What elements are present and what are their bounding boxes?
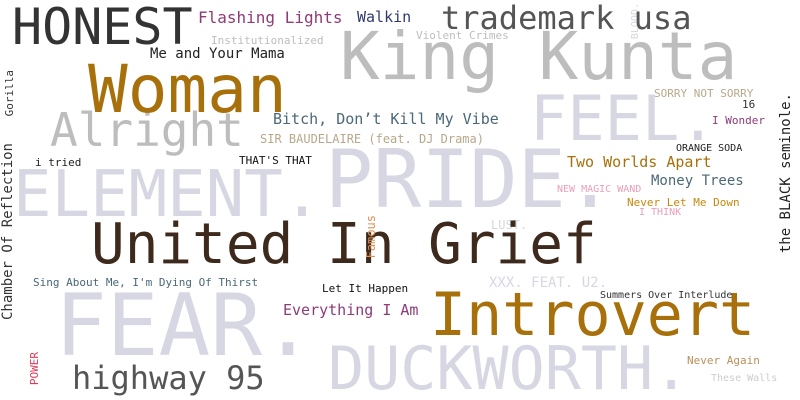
word-feel: FEEL. <box>530 82 717 155</box>
word-highway-95: highway 95 <box>72 359 265 397</box>
word-xxx: XXX. FEAT. U2. <box>489 275 608 291</box>
word-orange-soda: ORANGE SODA <box>676 143 743 154</box>
word-walkin: Walkin <box>357 8 412 26</box>
word-duckworth: DUCKWORTH. <box>328 334 690 400</box>
word-gorilla: Gorilla <box>3 70 16 117</box>
word-never-again: Never Again <box>687 354 760 367</box>
word-power: POWER <box>28 352 41 386</box>
word-element: ELEMENT. <box>13 158 322 232</box>
word-everything-i-am: Everything I Am <box>283 301 419 319</box>
word-16: 16 <box>742 98 756 111</box>
word-these-walls: These Walls <box>711 373 778 384</box>
word-i-wonder: I Wonder <box>712 114 765 127</box>
word-i-tried: i tried <box>35 156 82 169</box>
word-new-magic-wand: NEW MAGIC WAND <box>557 184 642 195</box>
word-king-kunta: King Kunta <box>340 18 738 95</box>
word-lust: LUST. <box>491 218 528 232</box>
word-alright: Alright <box>50 103 244 157</box>
word-institutionalized: Institutionalized <box>211 34 324 47</box>
word-money-trees: Money Trees <box>651 173 744 189</box>
word-let-it-happen: Let It Happen <box>322 282 409 295</box>
word-bitch-dont-kill-my-vibe: Bitch, Don’t Kill My Vibe <box>273 110 499 128</box>
word-violent-crimes: Violent Crimes <box>416 29 509 42</box>
word-chamber-of-reflection: Chamber Of Reflection <box>0 143 16 321</box>
word-never-let-me-down: Never Let Me Down <box>627 196 740 209</box>
word-introvert: Introvert <box>430 280 756 350</box>
word-sing-about-me: Sing About Me, I'm Dying Of Thirst <box>33 276 259 289</box>
word-fear: FEAR. <box>55 276 314 376</box>
word-summers-over-interlude: Summers Over Interlude <box>600 290 733 301</box>
word-sorry-not-sorry: SORRY NOT SORRY <box>654 87 754 100</box>
word-pride: PRIDE. <box>325 133 614 226</box>
word-sir-baudelaire: SIR BAUDELAIRE (feat. DJ Drama) <box>260 132 484 146</box>
word-united-in-grief: United In Grief <box>91 212 597 277</box>
word-me-and-your-mama: Me and Your Mama <box>150 46 285 62</box>
word-woman: Woman <box>88 51 287 128</box>
word-honest: HONEST <box>12 0 193 56</box>
word-thats-that: THAT'S THAT <box>239 154 312 167</box>
word-two-worlds-apart: Two Worlds Apart <box>567 153 712 171</box>
word-famous: Famous <box>364 215 378 259</box>
word-the-black-seminole: the BLACK seminole. <box>778 93 794 254</box>
word-trademark-usa: trademark usa <box>441 0 692 37</box>
word-flashing-lights: Flashing Lights <box>198 8 343 27</box>
word-i-think: I THINK <box>639 207 682 218</box>
